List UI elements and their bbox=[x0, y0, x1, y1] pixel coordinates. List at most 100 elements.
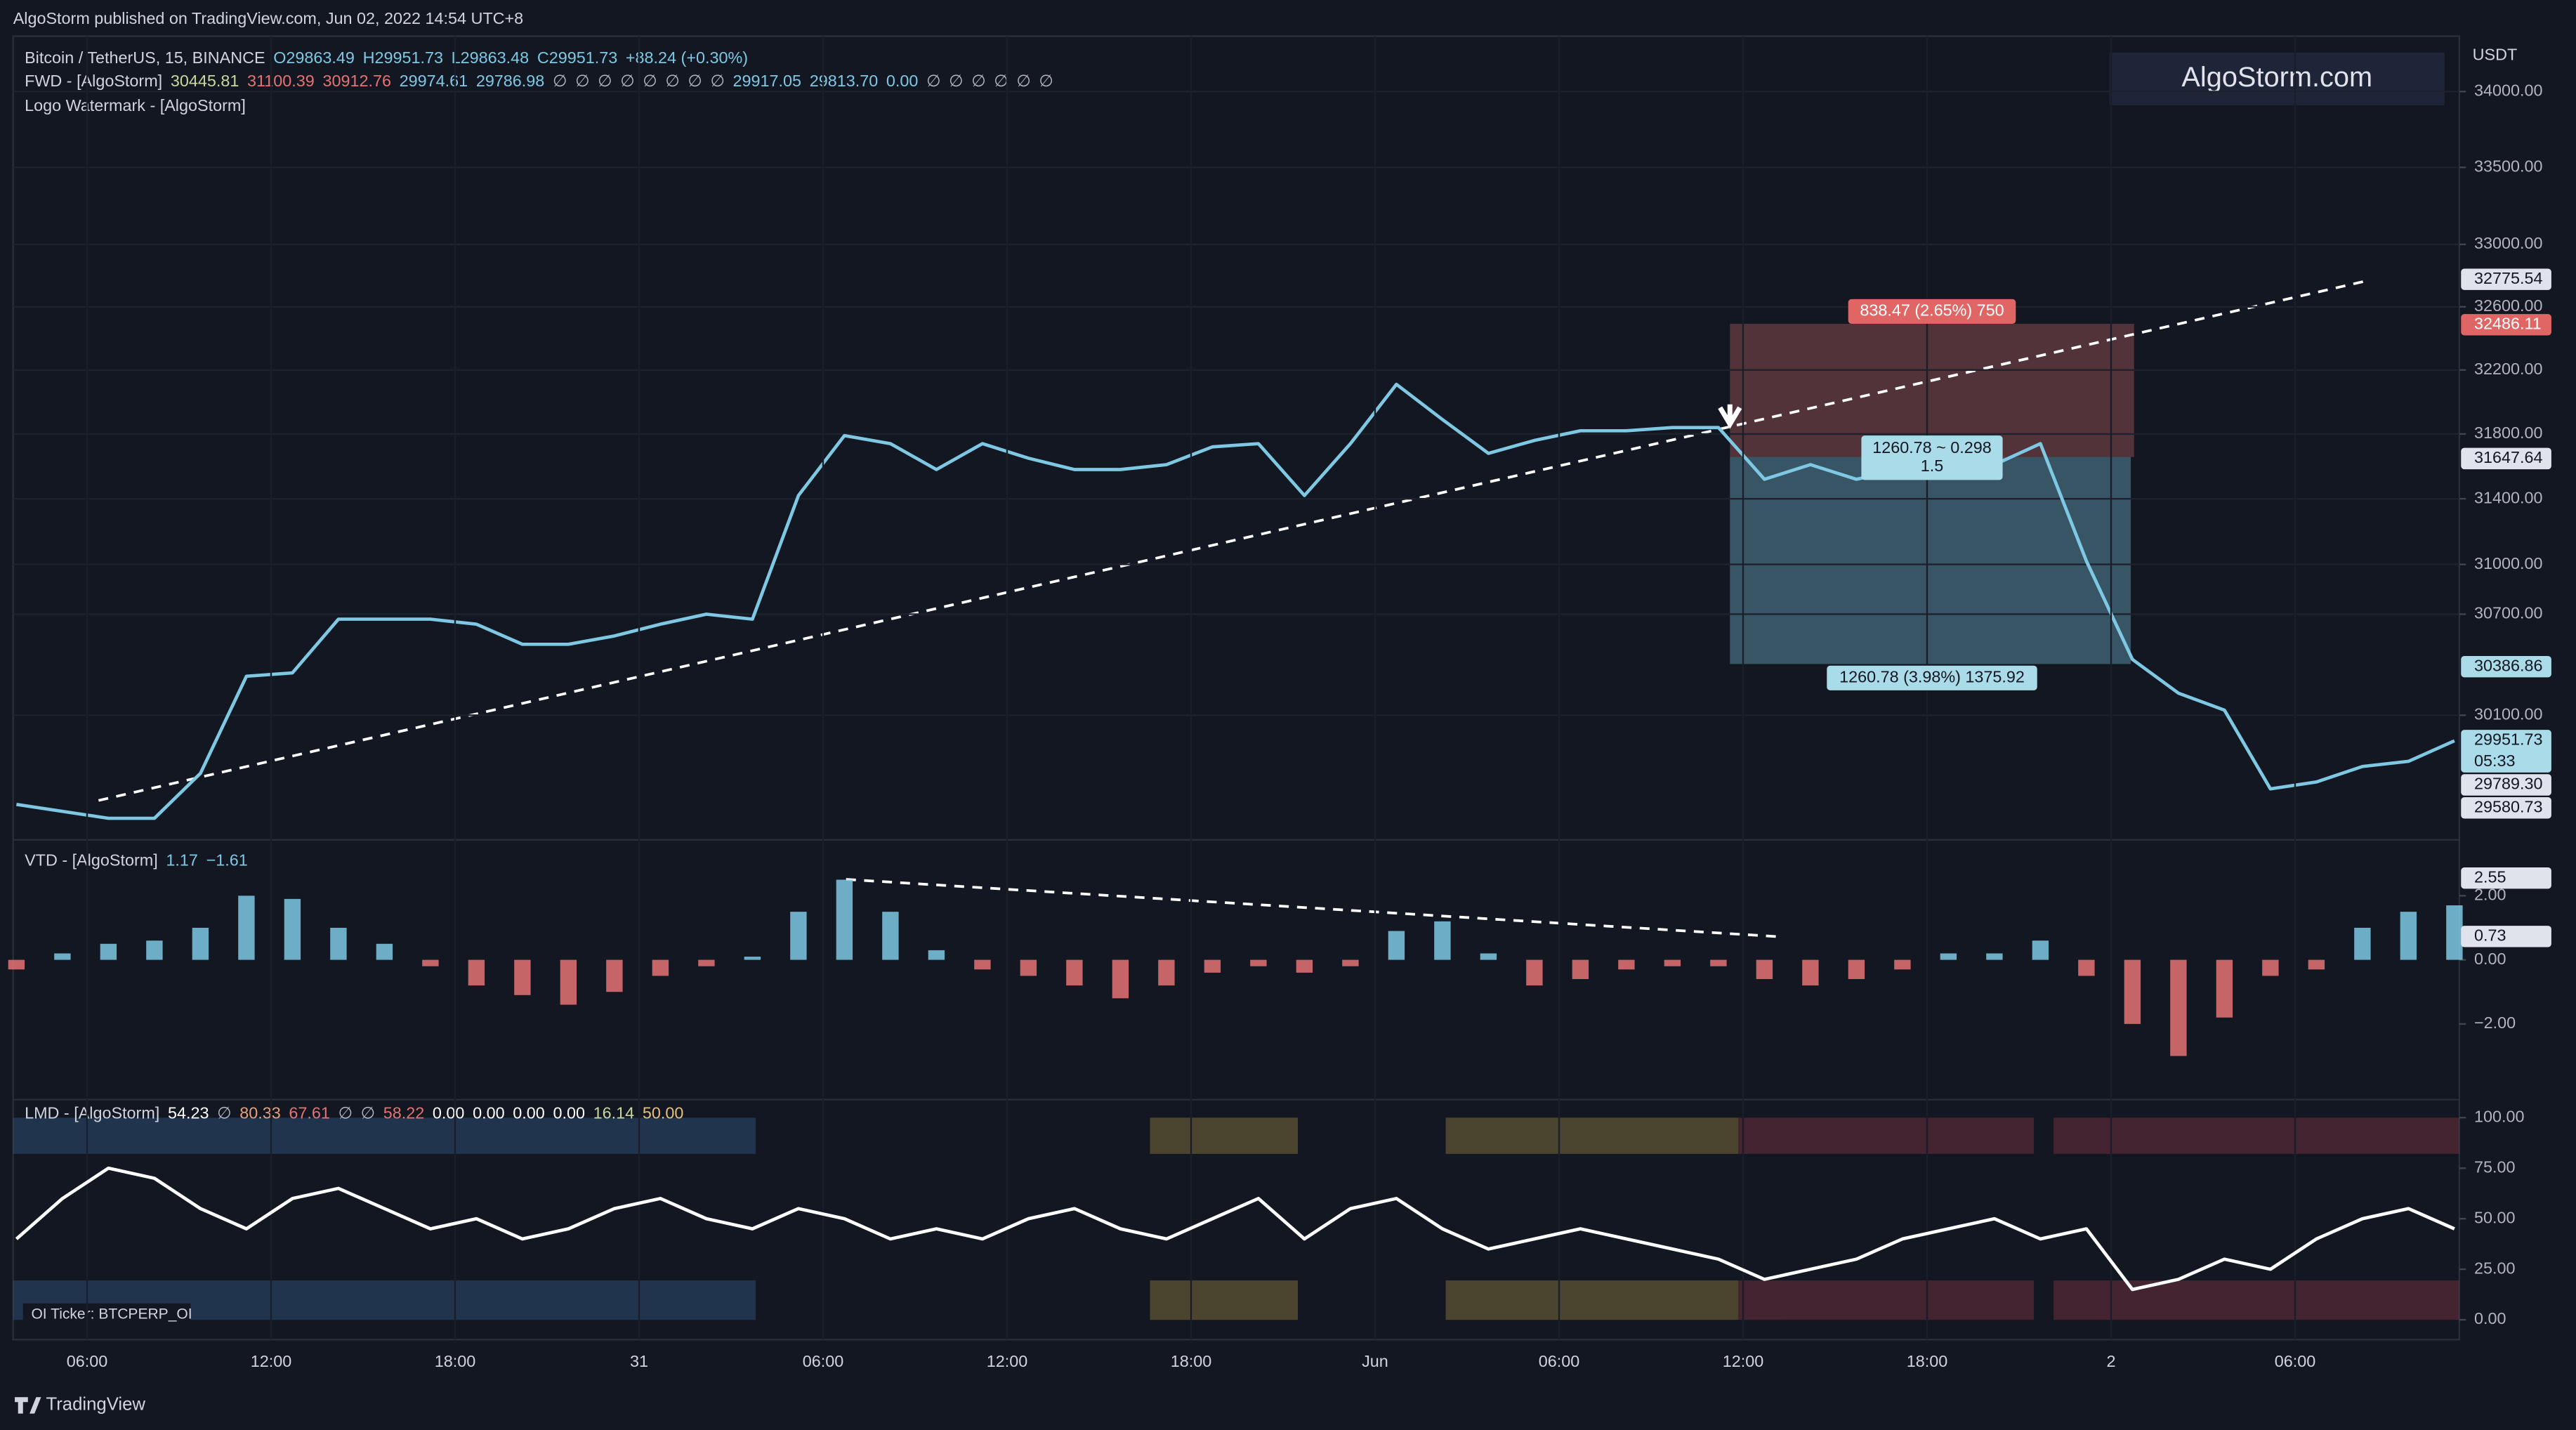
legend: Bitcoin / TetherUS, 15, BINANCE O29863.49… bbox=[25, 48, 748, 67]
legend: Logo Watermark - [AlgoStorm] bbox=[25, 96, 246, 114]
histogram-bar bbox=[698, 959, 715, 966]
legend-item: ∅ bbox=[926, 72, 940, 90]
y-tick-label: 100.00 bbox=[2474, 1107, 2524, 1125]
price-label-box bbox=[2461, 447, 2551, 470]
legend-item: ∅ bbox=[553, 72, 567, 90]
price-label-time: 05:33 bbox=[2474, 752, 2515, 770]
histogram-bar bbox=[146, 940, 163, 960]
legend-item: ∅ bbox=[361, 1104, 375, 1122]
legend-item: 31100.39 bbox=[247, 72, 315, 90]
histogram-bar bbox=[1710, 959, 1727, 966]
histogram-bar bbox=[1388, 931, 1405, 960]
legend-item: L29863.48 bbox=[452, 48, 529, 67]
legend-item: ∅ bbox=[1016, 72, 1030, 90]
histogram-bar bbox=[1020, 959, 1037, 976]
x-tick-label: Jun bbox=[1362, 1352, 1388, 1370]
histogram-bar bbox=[2262, 959, 2279, 976]
footer-brand: TradingView bbox=[46, 1395, 146, 1415]
legend-item: ∅ bbox=[688, 72, 702, 90]
region bbox=[13, 1117, 756, 1154]
price-label: 29789.30 bbox=[2474, 775, 2542, 793]
y-tick-label: 31000.00 bbox=[2474, 554, 2542, 572]
legend: VTD - [AlgoStorm] 1.17 −1.61 bbox=[25, 851, 248, 869]
series-line bbox=[16, 382, 2455, 820]
histogram-bar bbox=[1848, 959, 1865, 979]
x-tick-label: 18:00 bbox=[1907, 1352, 1947, 1370]
histogram-bar bbox=[882, 912, 899, 960]
histogram-bar bbox=[1112, 959, 1129, 999]
y-tick-label: −2.00 bbox=[2474, 1014, 2516, 1032]
legend-item: H29951.73 bbox=[363, 48, 443, 67]
region bbox=[1150, 1117, 1299, 1154]
histogram-bar bbox=[2032, 940, 2049, 960]
legend-item: 54.23 bbox=[168, 1104, 209, 1122]
annotation-label: 1260.78 (3.98%) 1375.92 bbox=[1839, 668, 2025, 686]
y-tick-label: 31800.00 bbox=[2474, 424, 2542, 442]
histogram-bar bbox=[1986, 953, 2003, 960]
legend-item: ∅ bbox=[217, 1104, 231, 1122]
tv-logo bbox=[15, 1397, 41, 1414]
annotation-label: 1.5 bbox=[1921, 457, 1943, 475]
legend-item: 80.33 bbox=[239, 1104, 280, 1122]
histogram-bar bbox=[422, 959, 439, 966]
histogram-bar bbox=[2354, 927, 2371, 960]
legend-item: 0.00 bbox=[553, 1104, 584, 1122]
y-tick-label: 0.00 bbox=[2474, 950, 2506, 968]
y-tick-label: 31400.00 bbox=[2474, 488, 2542, 506]
histogram-bar bbox=[836, 879, 853, 960]
annotation-label: 1260.78 ~ 0.298 bbox=[1872, 438, 1992, 457]
y-tick-label: 32600.00 bbox=[2474, 296, 2542, 315]
legend-item: C29951.73 bbox=[537, 48, 617, 67]
x-tick-label: 06:00 bbox=[803, 1352, 843, 1370]
y-tick-label: 32200.00 bbox=[2474, 360, 2542, 378]
legend-item: Bitcoin / TetherUS, 15, BINANCE bbox=[25, 48, 265, 67]
histogram-bar bbox=[1756, 959, 1773, 979]
trend-line bbox=[98, 280, 2366, 802]
histogram-bar bbox=[1894, 959, 1911, 970]
legend-item: +88.24 (+0.30%) bbox=[626, 48, 748, 67]
x-tick-label: 12:00 bbox=[1723, 1352, 1763, 1370]
price-label: 31647.64 bbox=[2474, 448, 2542, 466]
histogram-bar bbox=[1618, 959, 1635, 970]
region bbox=[1737, 1280, 2035, 1320]
y-tick-label: 30700.00 bbox=[2474, 604, 2542, 622]
legend-item: 16.14 bbox=[593, 1104, 634, 1122]
y-tick-label: 33000.00 bbox=[2474, 234, 2542, 252]
price-label-box bbox=[2461, 926, 2551, 947]
histogram-bar bbox=[284, 898, 301, 960]
legend-item: 30912.76 bbox=[322, 72, 390, 90]
x-tick-label: 31 bbox=[630, 1352, 648, 1370]
price-label-box bbox=[2461, 655, 2551, 678]
watermark-box bbox=[2109, 52, 2445, 105]
series-line bbox=[15, 1166, 2455, 1292]
legend-item: ∅ bbox=[1039, 72, 1053, 90]
legend-item: Logo Watermark - [AlgoStorm] bbox=[25, 96, 246, 114]
histogram-bar bbox=[1250, 959, 1267, 966]
legend: LMD - [AlgoStorm] 54.23 ∅ 80.33 67.61 ∅ ∅ 58.22… bbox=[25, 1104, 683, 1122]
price-label-box bbox=[2461, 268, 2551, 290]
legend-item: 0.00 bbox=[886, 72, 918, 90]
legend-item: ∅ bbox=[994, 72, 1008, 90]
price-label: 29951.73 bbox=[2474, 730, 2542, 748]
histogram-bar bbox=[238, 896, 255, 960]
price-label: 30386.86 bbox=[2474, 656, 2542, 674]
histogram-bar bbox=[928, 950, 945, 960]
trend-line bbox=[846, 878, 1783, 938]
x-tick-label: 06:00 bbox=[67, 1352, 107, 1370]
legend-item: 29813.70 bbox=[810, 72, 878, 90]
legend: FWD - [AlgoStorm] 30445.81 31100.39 30912.7… bbox=[25, 72, 1053, 90]
legend-item: LMD - [AlgoStorm] bbox=[25, 1104, 159, 1122]
region bbox=[1737, 1117, 2035, 1154]
legend-item: 30445.81 bbox=[171, 72, 239, 90]
histogram-bar bbox=[974, 959, 991, 970]
publish-header: AlgoStorm published on TradingView.com, … bbox=[13, 9, 523, 27]
legend-item: FWD - [AlgoStorm] bbox=[25, 72, 162, 90]
legend-item: 67.61 bbox=[289, 1104, 329, 1122]
histogram-bar bbox=[744, 957, 761, 960]
histogram-bar bbox=[2308, 959, 2325, 970]
currency: USDT bbox=[2473, 46, 2518, 64]
legend-item: ∅ bbox=[643, 72, 657, 90]
plot-frame bbox=[12, 35, 2461, 1341]
